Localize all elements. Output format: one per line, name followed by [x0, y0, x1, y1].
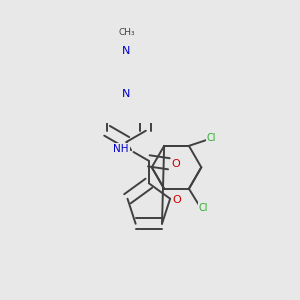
Text: N: N [122, 46, 130, 56]
Text: NH: NH [113, 144, 129, 154]
Text: Cl: Cl [198, 202, 208, 213]
Text: N: N [122, 88, 130, 99]
Text: O: O [172, 159, 180, 169]
Text: CH₃: CH₃ [118, 28, 135, 37]
Text: Cl: Cl [207, 133, 216, 143]
Text: O: O [173, 195, 182, 205]
